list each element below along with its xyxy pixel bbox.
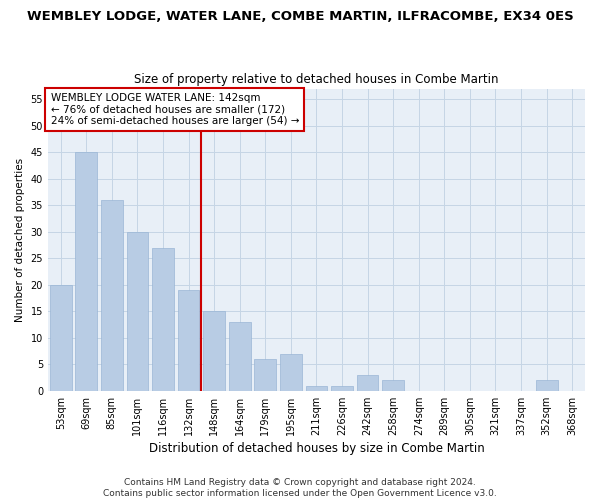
Text: Contains HM Land Registry data © Crown copyright and database right 2024.
Contai: Contains HM Land Registry data © Crown c…	[103, 478, 497, 498]
Bar	[254, 359, 276, 391]
Bar	[152, 248, 174, 391]
Bar	[203, 312, 225, 391]
Bar	[382, 380, 404, 391]
Text: WEMBLEY LODGE WATER LANE: 142sqm
← 76% of detached houses are smaller (172)
24% : WEMBLEY LODGE WATER LANE: 142sqm ← 76% o…	[50, 93, 299, 126]
Bar	[305, 386, 328, 391]
Text: WEMBLEY LODGE, WATER LANE, COMBE MARTIN, ILFRACOMBE, EX34 0ES: WEMBLEY LODGE, WATER LANE, COMBE MARTIN,…	[26, 10, 574, 23]
Bar	[229, 322, 251, 391]
Bar	[50, 285, 71, 391]
Bar	[127, 232, 148, 391]
Bar	[331, 386, 353, 391]
Y-axis label: Number of detached properties: Number of detached properties	[15, 158, 25, 322]
Bar	[76, 152, 97, 391]
Title: Size of property relative to detached houses in Combe Martin: Size of property relative to detached ho…	[134, 73, 499, 86]
Bar	[536, 380, 557, 391]
Bar	[357, 375, 379, 391]
Bar	[178, 290, 199, 391]
Bar	[280, 354, 302, 391]
X-axis label: Distribution of detached houses by size in Combe Martin: Distribution of detached houses by size …	[149, 442, 484, 455]
Bar	[101, 200, 123, 391]
